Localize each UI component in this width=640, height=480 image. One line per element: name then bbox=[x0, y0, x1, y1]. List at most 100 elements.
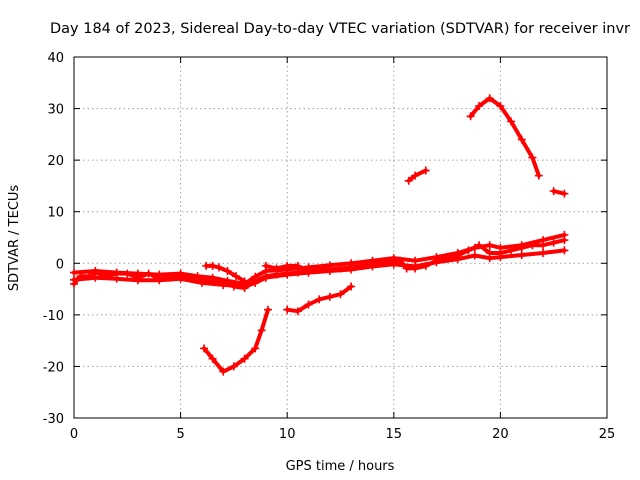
data-point-marker bbox=[283, 305, 292, 314]
data-point-marker bbox=[347, 259, 356, 268]
series-line bbox=[263, 263, 300, 271]
data-point-marker bbox=[560, 189, 569, 198]
series-mid-arc bbox=[283, 282, 356, 316]
data-point-marker bbox=[325, 292, 334, 301]
data-point-marker bbox=[229, 362, 238, 371]
data-point-marker bbox=[91, 267, 100, 276]
data-point-marker bbox=[232, 272, 241, 281]
data-point-marker bbox=[283, 261, 292, 270]
data-point-marker bbox=[466, 112, 475, 121]
data-point-marker bbox=[293, 307, 302, 316]
grid-lines bbox=[74, 57, 607, 418]
data-point-marker bbox=[133, 269, 142, 278]
data-point-marker bbox=[496, 101, 505, 110]
data-point-marker bbox=[223, 276, 232, 285]
y-tick-label: 30 bbox=[47, 103, 64, 118]
data-point-marker bbox=[70, 268, 78, 277]
data-point-marker bbox=[517, 135, 526, 144]
data-point-marker bbox=[219, 280, 228, 289]
data-point-marker bbox=[549, 238, 558, 247]
data-point-marker bbox=[496, 243, 505, 252]
data-point-marker bbox=[197, 278, 206, 287]
data-point-marker bbox=[70, 275, 78, 284]
data-point-marker bbox=[257, 326, 266, 335]
x-axis-label: GPS time / hours bbox=[286, 459, 395, 474]
data-point-marker bbox=[91, 273, 100, 282]
data-point-marker bbox=[240, 354, 249, 363]
y-tick-label: 20 bbox=[47, 154, 64, 169]
data-point-marker bbox=[261, 273, 270, 282]
data-point-marker bbox=[214, 263, 223, 272]
data-point-marker bbox=[485, 254, 494, 263]
data-point-marker bbox=[389, 254, 398, 263]
data-point-marker bbox=[193, 272, 202, 281]
y-tick-label: 0 bbox=[56, 257, 64, 272]
data-point-marker bbox=[470, 251, 479, 260]
data-point-marker bbox=[404, 176, 413, 185]
data-point-marker bbox=[496, 253, 505, 262]
x-tick-label: 10 bbox=[279, 427, 296, 442]
data-point-marker bbox=[485, 94, 494, 103]
data-point-marker bbox=[325, 261, 334, 270]
data-point-marker bbox=[517, 241, 526, 250]
data-point-marker bbox=[219, 367, 228, 376]
data-point-marker bbox=[155, 270, 164, 279]
data-point-marker bbox=[223, 267, 232, 276]
data-point-marker bbox=[517, 251, 526, 260]
data-point-marker bbox=[539, 236, 548, 245]
data-point-marker bbox=[432, 253, 441, 262]
data-point-marker bbox=[133, 276, 142, 285]
data-point-marker bbox=[208, 261, 217, 270]
data-point-marker bbox=[112, 268, 121, 277]
data-point-marker bbox=[347, 282, 356, 291]
data-point-marker bbox=[251, 272, 260, 281]
y-tick-label: 40 bbox=[47, 51, 64, 66]
series-rising-segment bbox=[261, 261, 302, 273]
data-point-marker bbox=[304, 300, 313, 309]
data-point-marker bbox=[411, 171, 420, 180]
series-loop-segment bbox=[202, 261, 249, 286]
y-tick-label: -10 bbox=[43, 309, 64, 324]
data-point-marker bbox=[240, 277, 249, 286]
x-tick-label: 25 bbox=[599, 427, 616, 442]
series-dip-arc bbox=[200, 305, 273, 376]
series-end-segment bbox=[549, 187, 569, 198]
data-point-marker bbox=[264, 305, 273, 314]
x-tick-label: 0 bbox=[70, 427, 78, 442]
data-point-marker bbox=[272, 264, 281, 273]
data-point-marker bbox=[336, 290, 345, 299]
data-point-marker bbox=[485, 241, 494, 250]
y-tick-label: -20 bbox=[43, 360, 64, 375]
data-point-marker bbox=[475, 101, 484, 110]
data-point-marker bbox=[200, 344, 209, 353]
series-upper-band bbox=[70, 230, 569, 288]
data-point-marker bbox=[368, 256, 377, 265]
x-tick-label: 15 bbox=[386, 427, 403, 442]
series-line bbox=[468, 96, 541, 178]
data-point-marker bbox=[549, 187, 558, 196]
x-tick-label: 20 bbox=[492, 427, 509, 442]
data-point-marker bbox=[507, 117, 516, 126]
data-series bbox=[70, 94, 569, 376]
data-point-marker bbox=[208, 273, 217, 282]
y-tick-label: 10 bbox=[47, 206, 64, 221]
x-tick-label: 5 bbox=[176, 427, 184, 442]
data-point-marker bbox=[176, 269, 185, 278]
data-point-marker bbox=[411, 256, 420, 265]
data-point-marker bbox=[560, 246, 569, 255]
data-point-marker bbox=[528, 153, 537, 162]
axis-ticks: 0 5 10 15 20 25 -30 -20 -10 0 10 20 30 40 bbox=[43, 51, 616, 442]
data-point-marker bbox=[421, 166, 430, 175]
chart-title: Day 184 of 2023, Sidereal Day-to-day VTE… bbox=[50, 21, 630, 37]
data-point-marker bbox=[453, 248, 462, 257]
data-point-marker bbox=[470, 243, 479, 252]
data-point-marker bbox=[251, 344, 260, 353]
series-short-segment bbox=[404, 166, 430, 185]
data-point-marker bbox=[315, 295, 324, 304]
plot-frame bbox=[73, 56, 608, 419]
series-line bbox=[202, 307, 270, 374]
data-point-marker bbox=[534, 171, 543, 180]
data-point-marker bbox=[293, 261, 302, 270]
data-point-marker bbox=[539, 248, 548, 257]
